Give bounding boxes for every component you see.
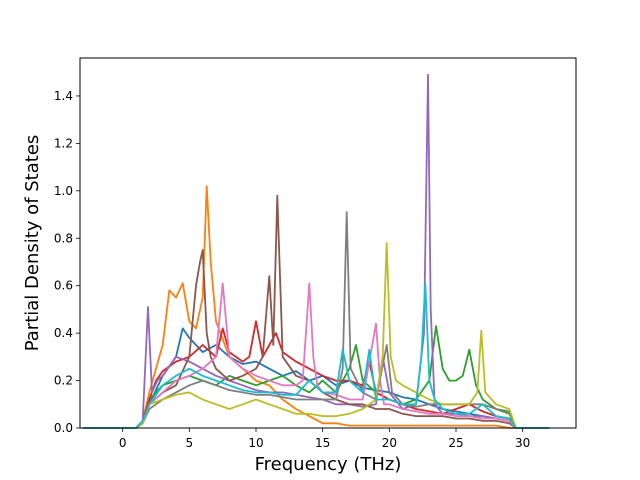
- y-tick-label: 1.0: [54, 184, 73, 198]
- y-tick-label: 0.0: [54, 421, 73, 435]
- x-tick-label: 25: [448, 436, 463, 450]
- y-tick-label: 0.6: [54, 279, 73, 293]
- tick-layer: 0 5 10 15 20 25 30 0.0 0.2 0.4 0.6 0.8 1.0 1.2 1.4: [54, 89, 530, 450]
- y-axis-label: Partial Density of States: [22, 135, 43, 352]
- series-line-7: [82, 282, 550, 429]
- series-line-3: [82, 325, 550, 429]
- x-tick-label: 0: [119, 436, 127, 450]
- y-tick-label: 0.2: [54, 374, 73, 388]
- y-tick-label: 0.4: [54, 326, 73, 340]
- y-tick-label: 0.8: [54, 231, 73, 245]
- series-line-9: [82, 242, 550, 429]
- x-tick-label: 10: [248, 436, 263, 450]
- series-line-5: [82, 73, 550, 429]
- x-tick-label: 20: [382, 436, 397, 450]
- x-axis-label: Frequency (THz): [255, 454, 402, 475]
- x-tick-label: 30: [515, 436, 530, 450]
- series-line-2: [82, 185, 550, 429]
- series-line-4: [82, 320, 550, 429]
- series-layer: [82, 73, 550, 429]
- y-tick-label: 1.2: [54, 136, 73, 150]
- x-tick-label: 5: [186, 436, 194, 450]
- x-tick-label: 15: [315, 436, 330, 450]
- plot-frame: [79, 57, 577, 429]
- series-line-6: [82, 194, 550, 429]
- y-tick-label: 1.4: [54, 89, 73, 103]
- series-line-10: [82, 282, 550, 429]
